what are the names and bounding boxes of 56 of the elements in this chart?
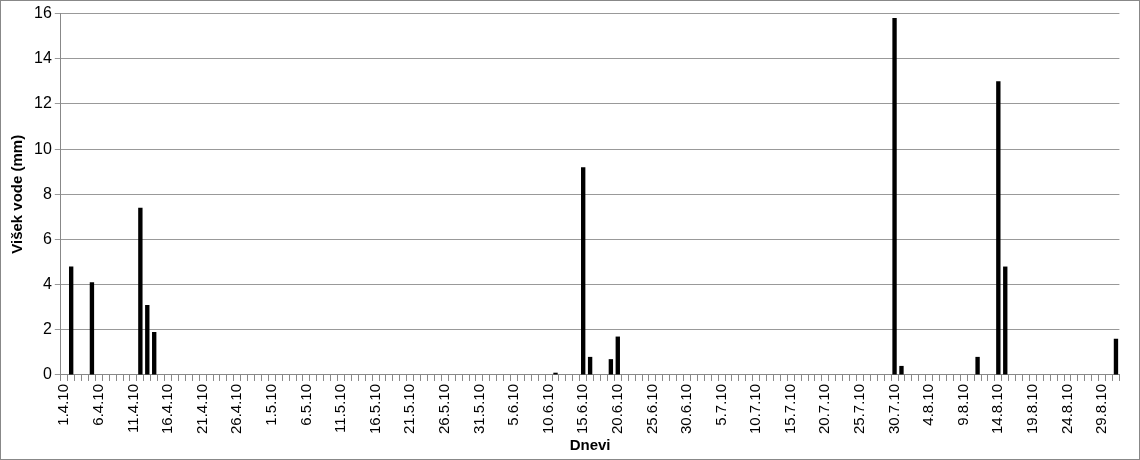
bar [145, 304, 150, 375]
y-tick-label: 4 [42, 275, 52, 293]
x-tick-label: 31.5.10 [469, 383, 487, 434]
x-tick-label: 24.8.10 [1057, 383, 1075, 434]
bar [89, 282, 95, 375]
bar [152, 332, 157, 375]
x-tick-label: 25.7.10 [850, 383, 868, 434]
x-tick-label: 20.7.10 [815, 383, 833, 434]
x-tick-label: 19.8.10 [1023, 383, 1041, 434]
bar [975, 356, 980, 375]
x-tick-label: 10.6.10 [538, 383, 556, 434]
y-tick-label: 8 [42, 184, 52, 202]
x-tick-label: 26.5.10 [434, 383, 452, 434]
x-tick-label: 15.7.10 [780, 383, 798, 434]
bar [69, 266, 74, 375]
x-tick-label: 6.5.10 [296, 383, 314, 426]
bar [615, 336, 620, 375]
y-tick-label: 16 [34, 4, 52, 22]
x-tick-label: 11.5.10 [331, 383, 349, 433]
bar [892, 18, 897, 375]
x-tick-label: 16.4.10 [158, 383, 176, 434]
bar [996, 81, 1001, 375]
y-tick-label: 6 [42, 229, 52, 247]
y-tick-label: 0 [42, 365, 52, 383]
x-tick-label: 25.6.10 [642, 383, 660, 434]
x-tick-label: 21.5.10 [400, 383, 418, 434]
bar [1113, 338, 1119, 375]
bar [138, 207, 143, 375]
x-tick-label: 5.7.10 [711, 383, 729, 426]
x-tick-label: 20.6.10 [607, 383, 625, 434]
x-tick-label: 29.8.10 [1092, 383, 1110, 434]
y-tick-label: 10 [34, 139, 52, 157]
bar [1003, 266, 1008, 375]
x-tick-label: 14.8.10 [988, 383, 1006, 434]
y-axis-title: Višek vode (mm) [8, 134, 26, 254]
x-tick-label: 30.7.10 [884, 383, 902, 434]
bar [899, 365, 904, 375]
x-tick-label: 30.6.10 [677, 383, 695, 434]
x-tick-label: 4.8.10 [919, 383, 937, 426]
x-tick-label: 26.4.10 [227, 383, 245, 434]
x-tick-label: 5.6.10 [504, 383, 522, 426]
x-tick-label: 9.8.10 [953, 383, 971, 426]
bar [608, 359, 614, 375]
x-tick-label: 1.5.10 [261, 383, 279, 426]
x-tick-label: 6.4.10 [88, 383, 106, 426]
x-tick-label: 15.6.10 [573, 383, 591, 434]
y-tick-label: 2 [42, 320, 52, 338]
x-tick-label: 1.4.10 [54, 383, 72, 426]
x-tick-label: 11.4.10 [123, 383, 141, 433]
x-tick-label: 21.4.10 [192, 383, 210, 434]
x-axis-title: Dnevi [569, 436, 611, 454]
x-tick-label: 16.5.10 [365, 383, 383, 434]
y-tick-label: 14 [34, 49, 52, 67]
bar [581, 167, 586, 375]
y-tick-label: 12 [34, 94, 52, 112]
x-tick-label: 10.7.10 [746, 383, 764, 434]
